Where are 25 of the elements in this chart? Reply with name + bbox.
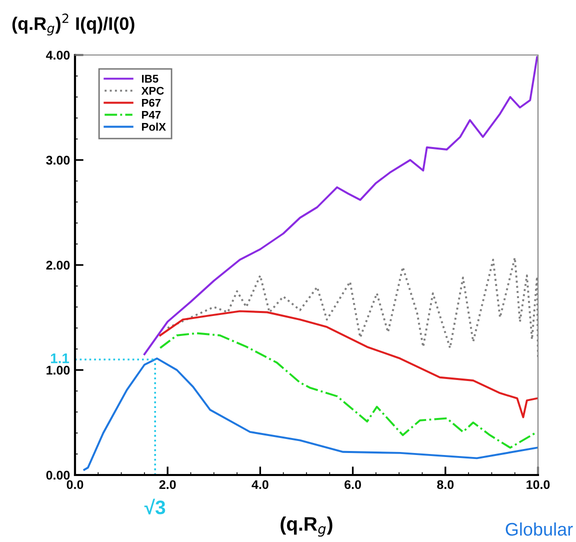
x-tick-label: 2.0 [159, 480, 176, 490]
legend-label: PolX [142, 122, 166, 131]
ref-line-label: √3 [144, 498, 166, 514]
y-tick-label: 0.00 [46, 470, 70, 480]
x-tick-label: 0.0 [66, 480, 84, 490]
y-tick-label: 2.00 [46, 260, 70, 270]
text: Globular [506, 522, 573, 536]
legend-label: IB5 [142, 74, 158, 83]
y-tick-label: 3.00 [46, 156, 70, 165]
x-axis-title: (q.R$_{g}$) [280, 516, 332, 537]
x-tick-label: 4.0 [252, 480, 268, 490]
line-series [83, 357, 538, 471]
line-series [159, 310, 538, 418]
x-tick-label: 10.0 [526, 480, 550, 490]
y-axis-title: (q.R$_{g}$)$^{2}$ I(q)/I(0) [12, 14, 134, 36]
y-tick-label: 4.00 [46, 50, 70, 60]
x-tick-label: 8.0 [437, 480, 454, 490]
x-tick-label: 6.0 [344, 480, 361, 490]
legend-label: P67 [142, 98, 161, 107]
line-series [143, 56, 538, 356]
line-series [159, 332, 538, 449]
ref-line-label: 1.1 [51, 354, 70, 364]
legend-label: P47 [142, 110, 161, 119]
y-tick-label: 1.00 [46, 366, 70, 375]
legend-label: XPC [141, 86, 164, 95]
